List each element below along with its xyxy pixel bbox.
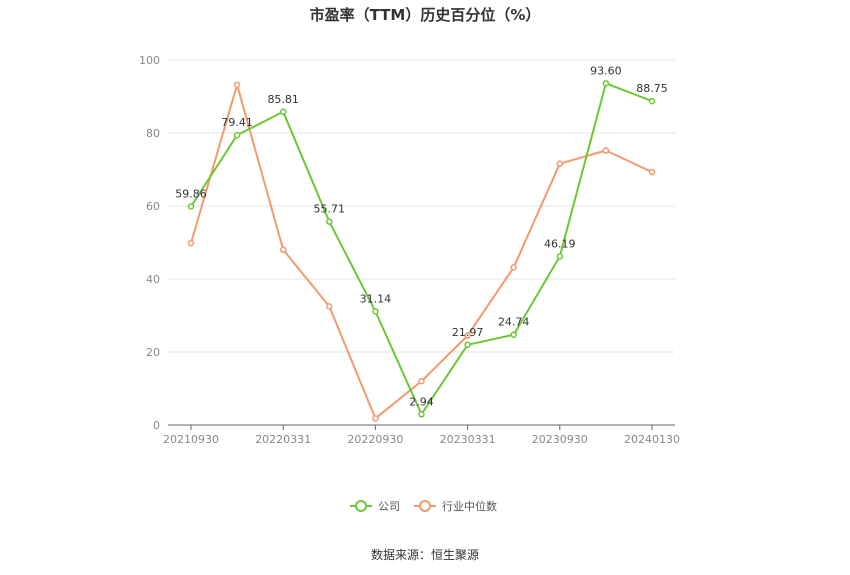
data-point[interactable] xyxy=(233,81,241,89)
data-point[interactable] xyxy=(418,377,425,385)
chart-title: 市盈率（TTM）历史百分位（%） xyxy=(310,6,541,24)
data-point[interactable] xyxy=(464,341,471,349)
data-point[interactable] xyxy=(464,332,471,339)
data-point[interactable] xyxy=(602,147,610,154)
data-label: 59.86 xyxy=(175,188,207,201)
series-line-industry-median xyxy=(190,83,653,420)
data-label: 79.41 xyxy=(221,116,253,129)
y-tick-label: 80 xyxy=(146,127,160,140)
x-tick-label: 20230331 xyxy=(440,433,496,446)
data-point[interactable] xyxy=(648,97,656,105)
data-label: 24.74 xyxy=(498,316,530,329)
data-label: 31.14 xyxy=(360,292,392,305)
data-label: 55.71 xyxy=(314,203,346,216)
x-tick-label: 20210930 xyxy=(163,433,219,446)
legend-label[interactable]: 公司 xyxy=(378,500,400,513)
data-point[interactable] xyxy=(556,160,564,167)
data-labels: 59.86 79.41 85.81 55.71 31.14 2.94 21.97 24.74 4… xyxy=(175,64,668,408)
source-note: 数据来源：恒生聚源 xyxy=(371,547,479,562)
data-point[interactable] xyxy=(648,168,656,176)
x-tick-label: 20220930 xyxy=(347,433,403,446)
data-point[interactable] xyxy=(279,108,287,116)
data-label: 2.94 xyxy=(409,395,434,408)
data-point[interactable] xyxy=(602,80,610,87)
data-point[interactable] xyxy=(279,246,287,254)
data-point[interactable] xyxy=(233,131,241,139)
y-tick-label: 60 xyxy=(146,200,160,213)
x-tick-label: 20220331 xyxy=(255,433,311,446)
y-tick-label: 40 xyxy=(146,273,160,286)
data-label: 85.81 xyxy=(267,93,299,106)
y-tick-label: 100 xyxy=(139,54,160,67)
data-point[interactable] xyxy=(326,218,333,225)
y-tick-label: 0 xyxy=(153,419,160,432)
data-point[interactable] xyxy=(556,253,564,260)
legend-swatch-marker xyxy=(355,500,367,512)
data-point[interactable] xyxy=(510,331,517,338)
x-axis: 20210930 20220331 20220930 20230331 20230930… xyxy=(163,424,680,446)
data-label: 93.60 xyxy=(590,64,622,77)
data-point[interactable] xyxy=(187,239,195,247)
data-point[interactable] xyxy=(326,303,333,310)
series-layer xyxy=(187,80,656,422)
legend-label[interactable]: 行业中位数 xyxy=(442,499,497,513)
y-axis-ticks: 0 20 40 60 80 100 xyxy=(139,54,160,432)
data-label: 46.19 xyxy=(544,237,576,250)
legend-swatch-marker xyxy=(419,500,431,512)
data-point[interactable] xyxy=(372,308,379,315)
legend[interactable]: 公司 行业中位数 xyxy=(350,499,497,513)
x-tick-label: 20240130 xyxy=(624,433,680,446)
data-point[interactable] xyxy=(418,411,425,418)
data-label: 88.75 xyxy=(636,82,668,95)
data-label: 21.97 xyxy=(452,326,484,339)
data-point[interactable] xyxy=(510,264,517,271)
x-tick-label: 20230930 xyxy=(532,433,588,446)
grid-lines xyxy=(168,59,675,353)
data-point[interactable] xyxy=(372,415,379,422)
data-point[interactable] xyxy=(187,203,195,210)
y-tick-label: 20 xyxy=(146,346,160,359)
